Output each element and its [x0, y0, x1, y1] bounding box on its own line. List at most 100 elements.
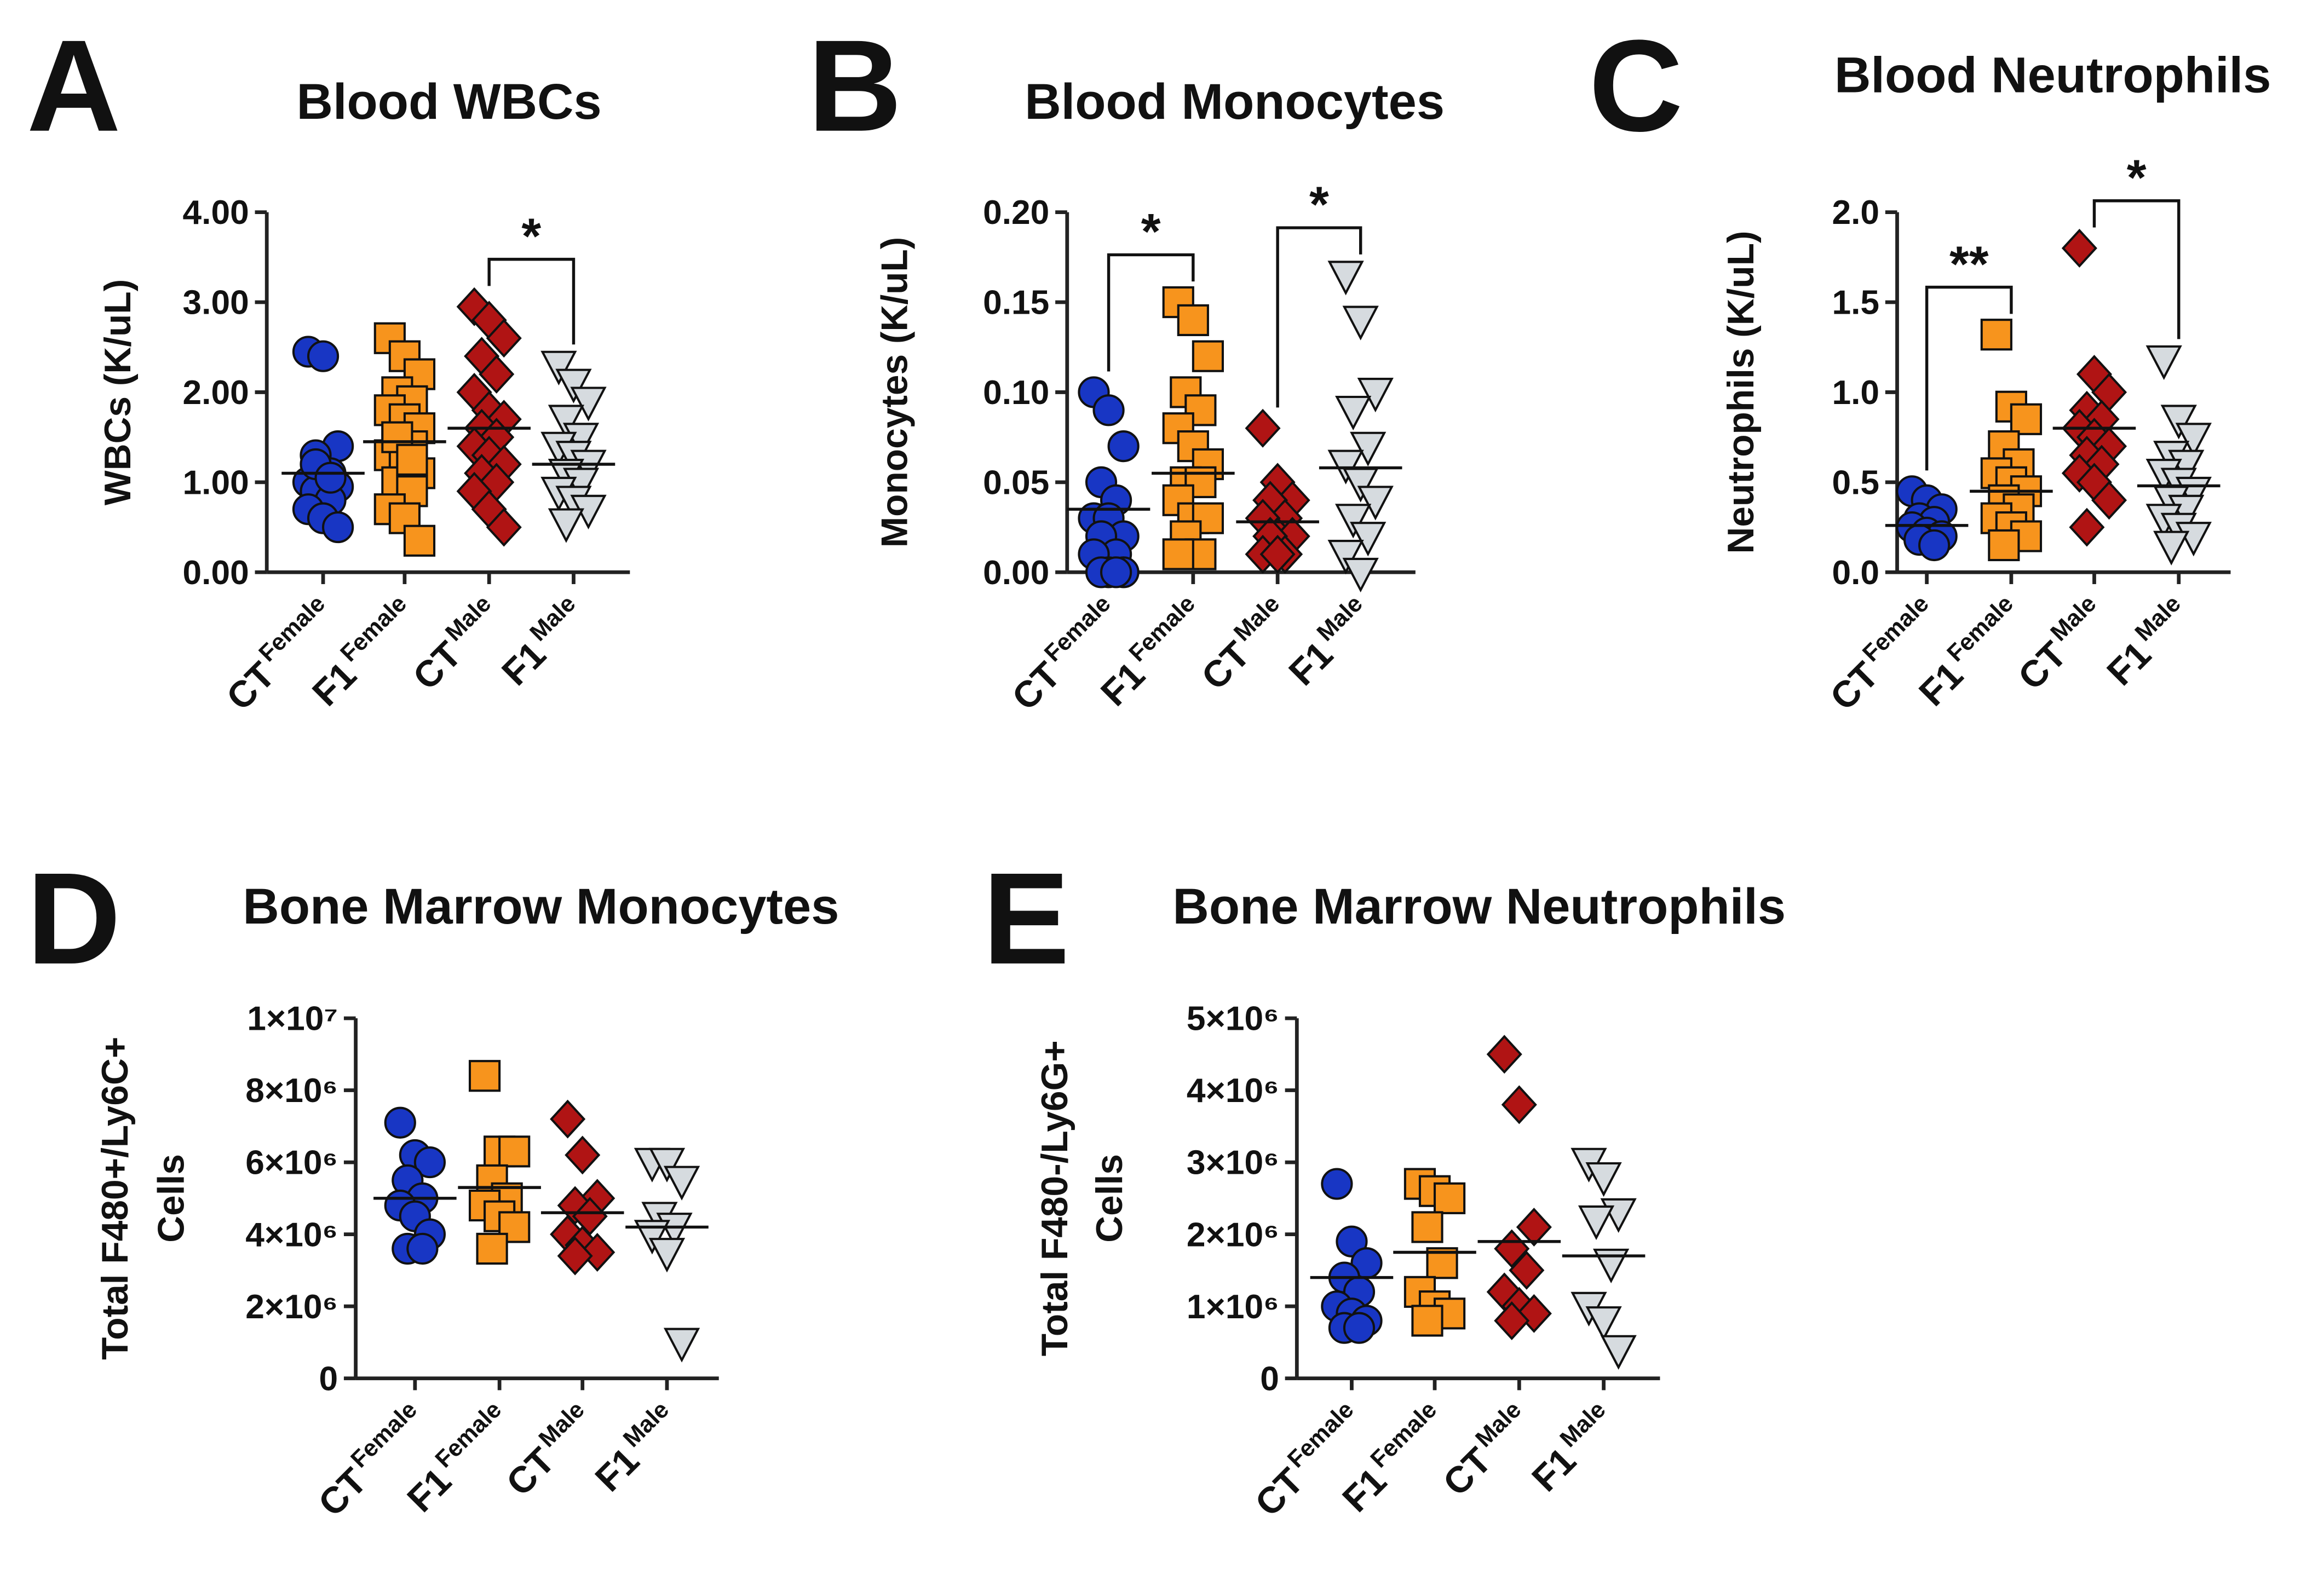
point: [663, 1328, 700, 1363]
point: [1335, 504, 1372, 539]
point: [555, 368, 592, 403]
point: [1918, 529, 1951, 562]
point: [1592, 1248, 1630, 1284]
panel-letter: B: [808, 13, 902, 159]
y-tick-label: 0.20: [983, 194, 1049, 232]
chart-title: Blood WBCs: [297, 73, 602, 130]
chart-title: Bone Marrow Neutrophils: [1172, 878, 1786, 935]
y-axis-label: WBCs (K/uL): [97, 279, 139, 505]
category-sup: Male: [440, 591, 496, 647]
point: [1600, 1335, 1637, 1370]
y-tick-label: 1×10⁶: [1187, 1288, 1279, 1326]
category-sup: Female: [1124, 591, 1200, 667]
x-tick-label: CTMale: [1433, 1397, 1540, 1504]
category-sup: Female: [1366, 1397, 1442, 1473]
panel-letter: E: [982, 846, 1069, 991]
point: [2069, 507, 2105, 547]
point: [1350, 431, 1387, 466]
point: [557, 1236, 593, 1276]
point: [413, 1146, 446, 1179]
y-tick-label: 5×10⁶: [1187, 1000, 1279, 1038]
point: [663, 1166, 700, 1201]
point: [406, 1232, 439, 1265]
significance-bracket: [487, 257, 576, 345]
point: [1516, 1207, 1552, 1247]
category-sup: Male: [618, 1397, 674, 1452]
significance-label: *: [1141, 204, 1161, 260]
point: [479, 355, 515, 394]
point: [2091, 481, 2127, 520]
category-sup: Female: [254, 591, 330, 667]
y-tick-label: 3.00: [183, 284, 249, 322]
y-axis-label: Neutrophils (K/uL): [1721, 230, 1762, 553]
point: [1336, 1225, 1368, 1258]
significance-label: **: [1949, 236, 1989, 292]
chart-title: Blood Neutrophils: [1834, 47, 2271, 103]
point: [1585, 1162, 1622, 1197]
y-axis-label: Cells: [151, 1154, 192, 1243]
category-sup: Male: [1470, 1397, 1526, 1452]
y-tick-label: 0: [1260, 1360, 1279, 1398]
point: [1411, 1305, 1443, 1337]
y-tick-label: 0.00: [983, 554, 1049, 592]
significance-label: *: [1309, 176, 1329, 233]
point: [1433, 1182, 1466, 1214]
y-tick-label: 1.0: [1832, 374, 1879, 412]
y-tick-label: 4×10⁶: [245, 1216, 338, 1254]
point: [2061, 228, 2097, 268]
point: [498, 1135, 531, 1168]
point: [1342, 557, 1379, 593]
significance-bracket: [2092, 199, 2181, 339]
point: [1578, 1205, 1615, 1241]
y-tick-label: 2.0: [1832, 194, 1879, 232]
y-tick-label: 6×10⁶: [245, 1144, 338, 1182]
category-sup: Male: [534, 1397, 590, 1452]
x-tick-label: F1Male: [584, 1397, 687, 1499]
point: [1350, 522, 1387, 557]
significance-bracket: [1107, 253, 1195, 372]
point: [2175, 423, 2212, 458]
y-tick-label: 2×10⁶: [245, 1288, 338, 1326]
y-tick-label: 2×10⁶: [1187, 1216, 1279, 1254]
point: [307, 340, 340, 372]
x-tick-label: CTMale: [1191, 591, 1298, 698]
x-tick-label: CTMale: [402, 591, 510, 698]
point: [2010, 403, 2043, 435]
point: [1192, 340, 1224, 372]
point: [486, 319, 522, 358]
point: [1335, 395, 1372, 431]
point: [403, 524, 436, 557]
category-sup: Female: [1942, 591, 2018, 667]
significance-bracket: [1276, 226, 1362, 408]
point: [1988, 529, 2020, 562]
y-axis-label: Total F480+/Ly6C+: [95, 1037, 136, 1360]
point: [1357, 378, 1394, 413]
y-tick-label: 1.00: [183, 464, 249, 502]
category-sup: Male: [2046, 591, 2102, 647]
point: [476, 1232, 508, 1265]
point: [570, 387, 607, 422]
category-sup: Female: [430, 1397, 507, 1473]
point: [1245, 408, 1281, 448]
y-tick-label: 0: [319, 1360, 338, 1398]
point: [1342, 305, 1379, 341]
y-tick-label: 3×10⁶: [1187, 1144, 1279, 1182]
point: [1357, 486, 1394, 521]
category-sup: Male: [1229, 591, 1285, 647]
panel-letter: D: [27, 846, 121, 991]
y-tick-label: 0.10: [983, 374, 1049, 412]
y-tick-label: 2.00: [183, 374, 249, 412]
point: [1509, 1250, 1545, 1290]
point: [1411, 1211, 1443, 1243]
chart-title: Blood Monocytes: [1025, 73, 1445, 130]
y-axis-label: Cells: [1089, 1154, 1130, 1243]
x-tick-label: F1Male: [491, 591, 594, 694]
y-tick-label: 1.5: [1832, 284, 1879, 322]
panel-letter: A: [27, 13, 121, 159]
category-sup: Male: [2130, 591, 2186, 647]
point: [322, 511, 354, 544]
category-sup: Female: [336, 591, 412, 667]
y-axis-label: Total F480-/Ly6G+: [1034, 1040, 1075, 1356]
point: [540, 350, 577, 385]
